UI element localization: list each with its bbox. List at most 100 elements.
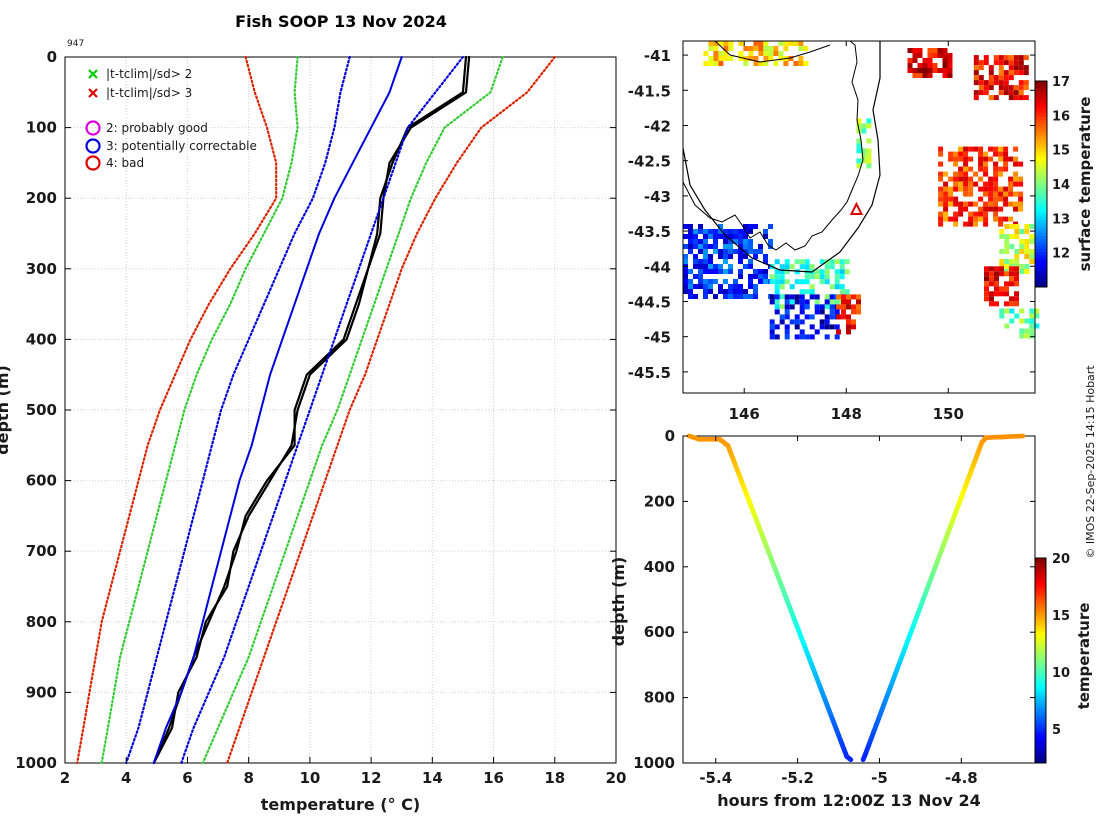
sst-pixel — [1009, 296, 1014, 302]
sst-pixel — [953, 211, 959, 217]
sst-pixel — [783, 41, 789, 46]
map-y-tick-label: -43 — [644, 188, 671, 206]
sst-pixel — [758, 61, 764, 66]
sst-pixel — [814, 299, 820, 305]
sst-pixel — [809, 334, 815, 340]
sst-pixel — [983, 55, 989, 61]
sst-pixel — [758, 244, 763, 249]
sst-pixel — [698, 224, 703, 229]
sst-pixel — [978, 206, 984, 212]
sst-pixel — [743, 244, 748, 249]
colorbar-segment — [1035, 270, 1047, 275]
sst-pixel — [788, 56, 794, 61]
sst-pixel — [993, 191, 999, 197]
sst-pixel — [1013, 60, 1019, 66]
sst-pixel — [779, 264, 785, 270]
sst-pixel — [989, 291, 994, 297]
colorbar-segment — [1035, 100, 1047, 105]
sst-pixel — [834, 334, 840, 340]
sst-pixel — [968, 166, 974, 172]
sst-pixel — [809, 294, 815, 300]
sst-pixel — [1004, 271, 1009, 277]
sst-pixel — [748, 279, 753, 284]
sst-pixel — [1024, 244, 1030, 249]
sst-pixel — [723, 229, 728, 234]
sst-pixel — [789, 294, 795, 300]
sst-pixel — [758, 274, 763, 279]
colorbar-segment — [1035, 625, 1046, 629]
colorbar-segment — [1035, 248, 1047, 253]
sst-pixel — [703, 259, 708, 264]
sst-pixel — [851, 304, 856, 310]
sst-pixel — [728, 284, 733, 289]
sst-pixel — [824, 299, 830, 305]
sst-pixel — [856, 304, 861, 310]
sst-pixel — [703, 279, 708, 284]
sst-pixel — [698, 279, 703, 284]
sst-pixel — [738, 249, 743, 254]
sst-pixel — [978, 211, 984, 217]
sst-pixel — [683, 279, 688, 284]
sst-pixel — [851, 324, 856, 330]
sst-pixel — [708, 259, 713, 264]
sst-pixel — [1014, 254, 1020, 259]
colorbar-segment — [1035, 200, 1047, 204]
sst-pixel — [993, 161, 999, 167]
sst-pixel — [743, 239, 748, 244]
sst-pixel — [1004, 234, 1010, 239]
sst-pixel — [763, 56, 769, 61]
colorbar-segment — [1035, 746, 1046, 751]
colorbar-segment — [1035, 103, 1047, 108]
sst-pixel — [963, 161, 969, 167]
sst-pixel — [983, 216, 989, 222]
sst-pixel — [953, 201, 959, 207]
sst-pixel — [978, 156, 984, 162]
sst-pixel — [738, 284, 743, 289]
sst-pixel — [698, 249, 703, 254]
sst-pixel — [1009, 259, 1015, 264]
colorbar-segment — [1035, 622, 1046, 626]
sst-pixel — [994, 276, 999, 282]
sst-pixel — [763, 41, 769, 46]
sst-pixel — [978, 151, 984, 157]
sst-pixel — [713, 244, 718, 249]
colorbar-segment — [1035, 740, 1046, 745]
sst-pixel — [998, 55, 1004, 61]
sst-pixel — [713, 279, 718, 284]
sst-pixel — [829, 324, 835, 330]
colorbar-tick-label: 15 — [1052, 609, 1070, 624]
sst-pixel — [763, 259, 768, 264]
sst-pixel — [978, 65, 984, 71]
sst-pixel — [713, 46, 719, 51]
sst-pixel — [1008, 186, 1014, 192]
sst-pixel — [753, 254, 758, 259]
sst-pixel — [768, 239, 773, 244]
sst-pixel — [988, 85, 994, 91]
sst-pixel — [1014, 259, 1020, 264]
sst-pixel — [748, 224, 753, 229]
sst-pixel — [988, 181, 994, 187]
sst-pixel — [983, 85, 989, 91]
sst-pixel — [753, 61, 759, 66]
sst-pixel — [1013, 90, 1019, 96]
sst-pixel — [713, 249, 718, 254]
sst-pixel — [1013, 181, 1019, 187]
sst-pixel — [774, 269, 780, 275]
sst-pixel — [723, 51, 729, 56]
sst-pixel — [1019, 318, 1025, 324]
series-line — [201, 55, 504, 765]
sst-pixel — [968, 211, 974, 217]
sst-pixel — [1024, 254, 1030, 259]
sst-pixel — [693, 284, 698, 289]
sst-pixel — [993, 60, 999, 66]
sst-pixel — [963, 201, 969, 207]
sst-pixel — [829, 304, 835, 310]
sst-pixel — [907, 68, 913, 73]
sst-pixel — [768, 224, 773, 229]
sst-pixel — [984, 271, 989, 277]
sst-pixel — [708, 234, 713, 239]
x-tick-label: 12 — [361, 769, 382, 787]
sst-pixel — [938, 186, 944, 192]
sst-pixel — [774, 324, 780, 330]
sst-pixel — [1008, 65, 1014, 71]
